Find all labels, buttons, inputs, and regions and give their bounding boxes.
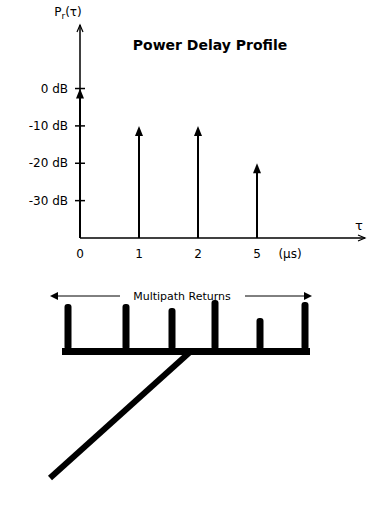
return-post: [123, 304, 130, 350]
stem-line: [197, 134, 199, 238]
stem-head: [253, 163, 261, 173]
y-label: Pr(τ): [54, 5, 82, 21]
return-post: [212, 300, 219, 350]
return-post: [257, 318, 264, 350]
x-axis: [80, 237, 365, 239]
arrow-left-head: [50, 292, 58, 300]
y-axis: [79, 25, 81, 238]
stem: [135, 126, 143, 238]
arrow-right-head: [304, 292, 312, 300]
x-unit: (μs): [278, 247, 301, 261]
stem: [76, 89, 84, 238]
stem: [253, 163, 261, 238]
x-tick-label: 1: [135, 247, 143, 261]
arrow-right: [245, 296, 306, 297]
y-tick-label: -10 dB: [29, 119, 68, 133]
stems: [76, 89, 261, 238]
title: Power Delay Profile: [133, 37, 287, 53]
stem-line: [79, 97, 81, 238]
y-label-rest: (τ): [65, 5, 82, 19]
y-label-base: P: [54, 5, 61, 19]
y-tick-label: 0 dB: [41, 82, 68, 96]
support-line: [50, 352, 190, 478]
x-tick-label: 5: [253, 247, 261, 261]
stem-line: [256, 171, 258, 238]
stem: [194, 126, 202, 238]
stem-head: [194, 126, 202, 136]
stem-head: [135, 126, 143, 136]
return-post: [302, 302, 309, 350]
return-post: [65, 304, 72, 350]
y-tick-label: -20 dB: [29, 156, 68, 170]
y-axis-arrow: [77, 25, 83, 32]
y-tick-label: -30 dB: [29, 194, 68, 208]
x-tick-label: 0: [76, 247, 84, 261]
stem-head: [76, 89, 84, 99]
arrow-left: [56, 296, 120, 297]
stem-line: [138, 134, 140, 238]
return-post: [169, 308, 176, 350]
x-tick-label: 2: [194, 247, 202, 261]
chart: Power Delay Profile Pr(τ) τ 0 dB -10 dB -20 d…: [0, 0, 373, 510]
x-label: τ: [355, 218, 363, 233]
x-axis-arrow: [358, 235, 365, 241]
multipath-diagram: Multipath Returns: [50, 290, 312, 478]
